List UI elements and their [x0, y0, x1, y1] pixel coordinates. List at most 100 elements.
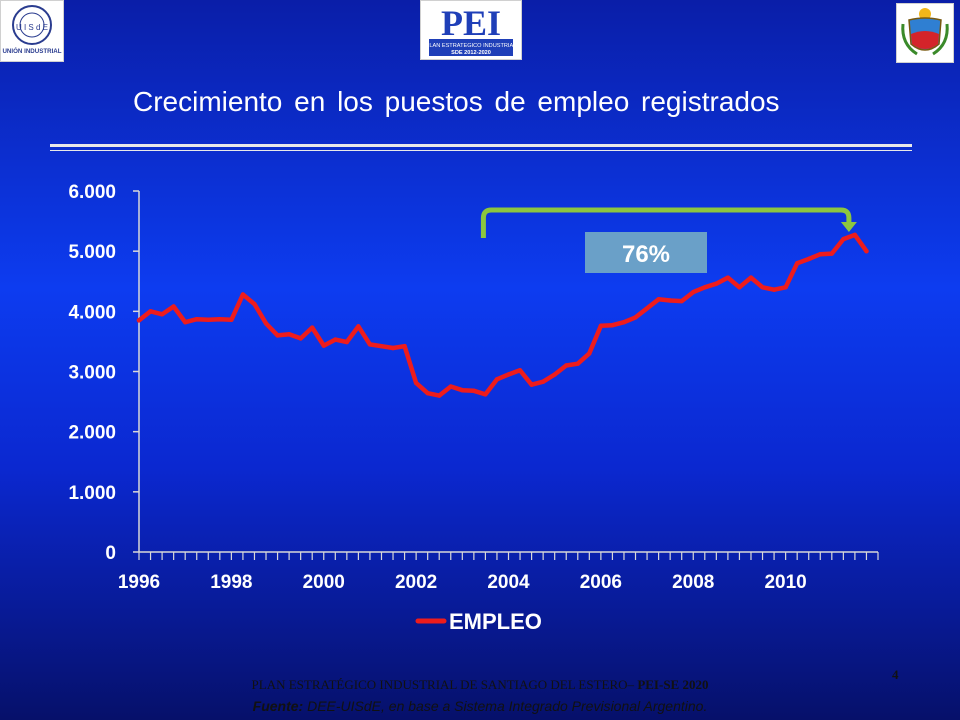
- series-point: [540, 379, 546, 384]
- series-point: [702, 285, 707, 290]
- y-tick-label: 0: [105, 543, 116, 564]
- series-point: [575, 361, 580, 366]
- series-point: [413, 380, 419, 386]
- series-point: [667, 298, 673, 303]
- growth-label: 76%: [622, 241, 670, 268]
- pei-logo-text: PEI: [441, 3, 501, 43]
- series-point: [310, 325, 315, 330]
- logo-left-monogram: U I S d E: [16, 23, 48, 32]
- series-point: [460, 387, 465, 393]
- series-point: [159, 312, 165, 317]
- series-point: [229, 317, 234, 322]
- series-point: [748, 275, 754, 280]
- series-point: [321, 343, 326, 348]
- uisde-logo: U I S d E UNIÓN INDUSTRIAL: [0, 0, 64, 62]
- growth-label-box: [585, 232, 707, 273]
- pei-logo-subtitle: PLAN ESTRATEGICO INDUSTRIAL: [426, 43, 517, 49]
- series-point: [494, 377, 500, 382]
- growth-bracket-arrowhead: [840, 222, 857, 232]
- footer-plan-text: PLAN ESTRATÉGICO INDUSTRIAL DE SANTIAGO …: [251, 677, 638, 692]
- series-point: [656, 297, 661, 302]
- pei-logo-years: SDE 2012-2020: [451, 50, 491, 56]
- series-point: [552, 372, 557, 377]
- coat-of-arms-logo: [896, 3, 954, 63]
- series-point: [610, 322, 615, 328]
- x-tick-label: 1998: [210, 572, 252, 593]
- footer-source-label: Fuente:: [252, 698, 304, 714]
- title-divider-thin: [50, 150, 912, 151]
- footer-plan-acronym: PEI-SE 2020: [637, 677, 709, 692]
- x-tick-label: 2000: [303, 572, 345, 593]
- series-point: [148, 309, 153, 314]
- series-point: [275, 333, 280, 338]
- page-title: Crecimiento en los puestos de empleo reg…: [133, 86, 780, 117]
- series-point: [587, 351, 592, 356]
- series-point: [206, 317, 211, 322]
- series-point: [864, 248, 869, 254]
- series-point: [841, 236, 846, 242]
- series-point: [598, 323, 604, 328]
- series-point: [517, 368, 523, 373]
- x-tick-label: 2006: [580, 572, 622, 593]
- series-point: [714, 281, 719, 286]
- series-point: [725, 275, 731, 280]
- series-point: [437, 393, 442, 398]
- series-point: [471, 388, 477, 393]
- series-point: [240, 292, 246, 297]
- series-point: [425, 390, 430, 396]
- x-tick-label: 1996: [118, 572, 160, 593]
- footer-source: Fuente: DEE-UISdE, en base a Sistema Int…: [0, 698, 960, 714]
- logo-left-text: UNIÓN INDUSTRIAL: [2, 47, 61, 55]
- series-point: [379, 344, 384, 349]
- series-point: [771, 287, 777, 292]
- series-point: [483, 392, 488, 397]
- y-tick-label: 2.000: [68, 423, 116, 444]
- series-point: [194, 316, 199, 322]
- series-point: [402, 344, 407, 349]
- series-point: [621, 319, 627, 325]
- series-point: [286, 331, 292, 337]
- series-point: [252, 301, 257, 307]
- y-tick-label: 3.000: [68, 363, 116, 384]
- x-tick-label: 2004: [487, 572, 530, 593]
- page-number: 4: [892, 667, 899, 682]
- series-point: [136, 318, 142, 323]
- series-point: [633, 315, 638, 320]
- series-point: [390, 345, 396, 351]
- pei-logo: PEI PLAN ESTRATEGICO INDUSTRIAL SDE 2012…: [420, 0, 522, 60]
- series-point: [644, 306, 650, 311]
- x-tick-label: 2002: [395, 572, 437, 593]
- series-point: [783, 285, 788, 290]
- series-point: [691, 289, 696, 295]
- series-point: [356, 324, 361, 329]
- series-line-empleo: [136, 232, 869, 398]
- footer-plan-line: PLAN ESTRATÉGICO INDUSTRIAL DE SANTIAGO …: [0, 677, 960, 693]
- series-point: [806, 256, 811, 262]
- y-tick-label: 5.000: [68, 242, 116, 263]
- growth-bracket: [480, 207, 852, 238]
- series-point: [818, 251, 823, 257]
- series-point: [333, 337, 338, 342]
- y-tick-label: 4.000: [68, 302, 116, 323]
- series-point: [564, 363, 569, 368]
- series-point: [217, 316, 223, 322]
- series-point: [529, 382, 534, 387]
- series-point: [794, 261, 800, 266]
- series-point: [760, 285, 765, 290]
- footer-source-text: DEE-UISdE, en base a Sistema Integrado P…: [303, 698, 708, 714]
- series-point: [829, 251, 835, 256]
- series-point: [298, 336, 303, 341]
- x-tick-label: 2008: [672, 572, 714, 593]
- series-point: [448, 384, 453, 389]
- title-divider: [50, 144, 912, 147]
- series-point: [344, 339, 350, 345]
- series-point: [506, 372, 511, 377]
- series-point: [737, 285, 742, 290]
- series-point: [263, 321, 269, 326]
- series-point: [367, 342, 373, 347]
- series-point: [679, 298, 684, 304]
- x-tick-label: 2010: [764, 572, 806, 593]
- series-point: [852, 232, 858, 238]
- y-tick-label: 1.000: [68, 483, 116, 504]
